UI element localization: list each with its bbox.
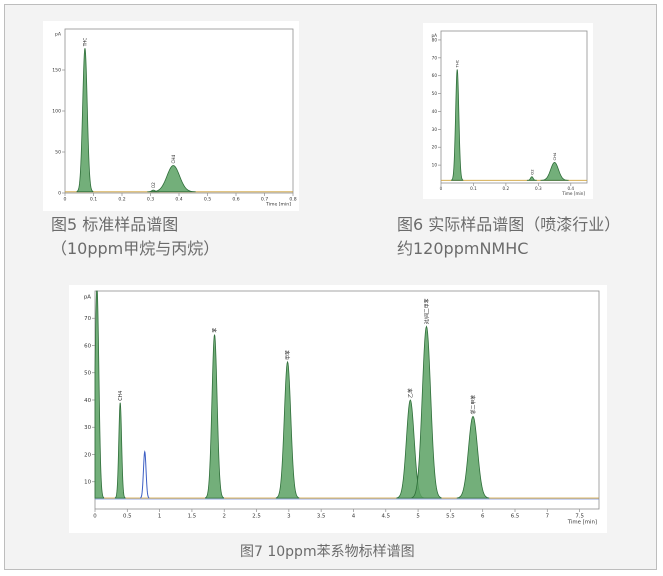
y-axis-label: pA [55, 32, 62, 38]
x-tick-label: 0.7 [261, 197, 268, 203]
x-tick-label: 0.2 [118, 197, 125, 203]
x-tick-label: 0.6 [232, 197, 239, 203]
y-tick-label: 80 [432, 37, 438, 42]
x-tick-label: 2 [223, 513, 226, 519]
x-tick-label: 0 [64, 197, 67, 203]
figure-frame: 0 0.1 0.2 0.3 0.4 0.5 0.6 0.7 0.8 0 50 100 150 pA Time… [4, 4, 657, 570]
x-tick-label: 7.5 [575, 513, 584, 519]
peak-5 [411, 325, 442, 499]
peak-6 [456, 415, 490, 499]
fig7-panel: 0 0.5 1 1.5 2 2.5 3 3.5 4 4.5 5 5.5 6 6.5 7 7.5 10 20 30 40… [69, 285, 607, 533]
y-tick-label: 40 [432, 109, 438, 114]
fig6-caption-line1: 图6 实际样品谱图（喷漆行业） [397, 215, 621, 234]
x-tick-label: 0.4 [567, 186, 574, 191]
x-axis-label: Time [min] [561, 191, 585, 196]
y-tick-label: 50 [432, 91, 438, 96]
peak-label: CH4 [552, 152, 557, 160]
x-tick-label: 0.1 [90, 197, 97, 203]
x-tick-label: 0 [93, 513, 97, 519]
plot-frame [94, 290, 600, 510]
x-tick-label: 3.5 [317, 513, 326, 519]
blank-trace-peak [140, 450, 150, 499]
x-tick-label: 3 [287, 513, 290, 519]
x-tick-label: 0.8 [289, 197, 296, 203]
peak-1 [114, 402, 126, 499]
y-tick-label: 20 [84, 452, 91, 458]
plot-frame [440, 30, 588, 184]
peak-0 [76, 48, 94, 193]
fig5-panel: 0 0.1 0.2 0.3 0.4 0.5 0.6 0.7 0.8 0 50 100 150 pA Time… [43, 21, 299, 211]
peak-label: THC [455, 59, 460, 68]
x-tick-label: 7 [546, 513, 549, 519]
fig5-caption-line2: （10ppm甲烷与丙烷） [51, 239, 220, 258]
x-tick-label: 0.5 [123, 513, 132, 519]
peak-3 [275, 360, 300, 499]
y-tick-label: 100 [52, 109, 61, 115]
fig7-caption: 图7 10ppm苯系物标样谱图 [240, 544, 415, 560]
y-tick-label: 0 [58, 191, 61, 197]
y-tick-label: 70 [432, 55, 438, 60]
x-tick-label: 0.3 [535, 186, 542, 191]
x-tick-label: 0 [440, 186, 443, 191]
y-axis-label: pA [431, 33, 437, 38]
x-tick-label: 1.5 [188, 513, 197, 519]
plot-frame [64, 28, 294, 194]
peak-1 [526, 176, 537, 181]
peak-label: O2 [529, 169, 534, 175]
y-tick-label: 60 [84, 343, 91, 349]
x-tick-label: 0.3 [147, 197, 154, 203]
fig6-caption-line2: 约120ppmNMHC [397, 239, 529, 258]
peak-label: CH4 [171, 155, 176, 164]
x-axis-label: Time [min] [567, 519, 597, 525]
peak-label: 甲苯 [284, 350, 291, 360]
x-tick-label: 5.5 [446, 513, 455, 519]
y-tick-label: 10 [432, 163, 438, 168]
x-tick-label: 2.5 [252, 513, 261, 519]
fig6-panel: 0 0.1 0.2 0.3 0.4 10 20 30 40 50 60 70 80 pA Time [min… [423, 23, 593, 199]
peak-label: 苯 [211, 328, 218, 333]
peak-label: 邻二甲苯 [470, 395, 477, 415]
y-tick-label: 70 [84, 316, 91, 322]
peak-label: O2 [151, 182, 156, 188]
peak-2 [540, 162, 569, 181]
y-axis-label: pA [84, 294, 91, 300]
x-tick-label: 4 [352, 513, 356, 519]
x-tick-label: 1 [158, 513, 161, 519]
y-tick-label: 30 [84, 425, 91, 431]
x-tick-label: 4.5 [381, 513, 390, 519]
y-tick-label: 30 [432, 127, 438, 132]
peak-label: THC [83, 38, 88, 48]
x-tick-label: 0.2 [503, 186, 510, 191]
peak-0 [94, 290, 105, 499]
peak-2 [150, 165, 196, 193]
fig5-caption-line1: 图5 标准样品谱图 [51, 215, 179, 234]
peak-0 [451, 69, 464, 181]
y-tick-label: 50 [55, 150, 61, 156]
y-tick-label: 60 [432, 73, 438, 78]
y-tick-label: 150 [52, 68, 61, 74]
fig5-chart: 0 0.1 0.2 0.3 0.4 0.5 0.6 0.7 0.8 0 50 100 150 pA Time… [52, 28, 297, 208]
y-tick-label: 20 [432, 145, 438, 150]
peak-label: CH4 [118, 391, 124, 401]
peak-label: 乙苯 [407, 388, 414, 398]
y-tick-label: 40 [84, 398, 91, 404]
y-tick-label: 50 [84, 371, 91, 377]
x-tick-label: 6.5 [511, 513, 520, 519]
x-tick-label: 0.5 [204, 197, 211, 203]
peak-label: 对/间二甲苯 [423, 298, 430, 324]
x-tick-label: 0.1 [470, 186, 477, 191]
x-tick-label: 5 [416, 513, 419, 519]
peak-2 [205, 334, 224, 499]
fig7-chart: 0 0.5 1 1.5 2 2.5 3 3.5 4 4.5 5 5.5 6 6.5 7 7.5 10 20 30 40… [84, 290, 600, 525]
x-axis-label: Time [min] [265, 202, 291, 208]
y-tick-label: 10 [84, 480, 91, 486]
x-tick-label: 6 [481, 513, 485, 519]
x-tick-label: 0.4 [175, 197, 182, 203]
